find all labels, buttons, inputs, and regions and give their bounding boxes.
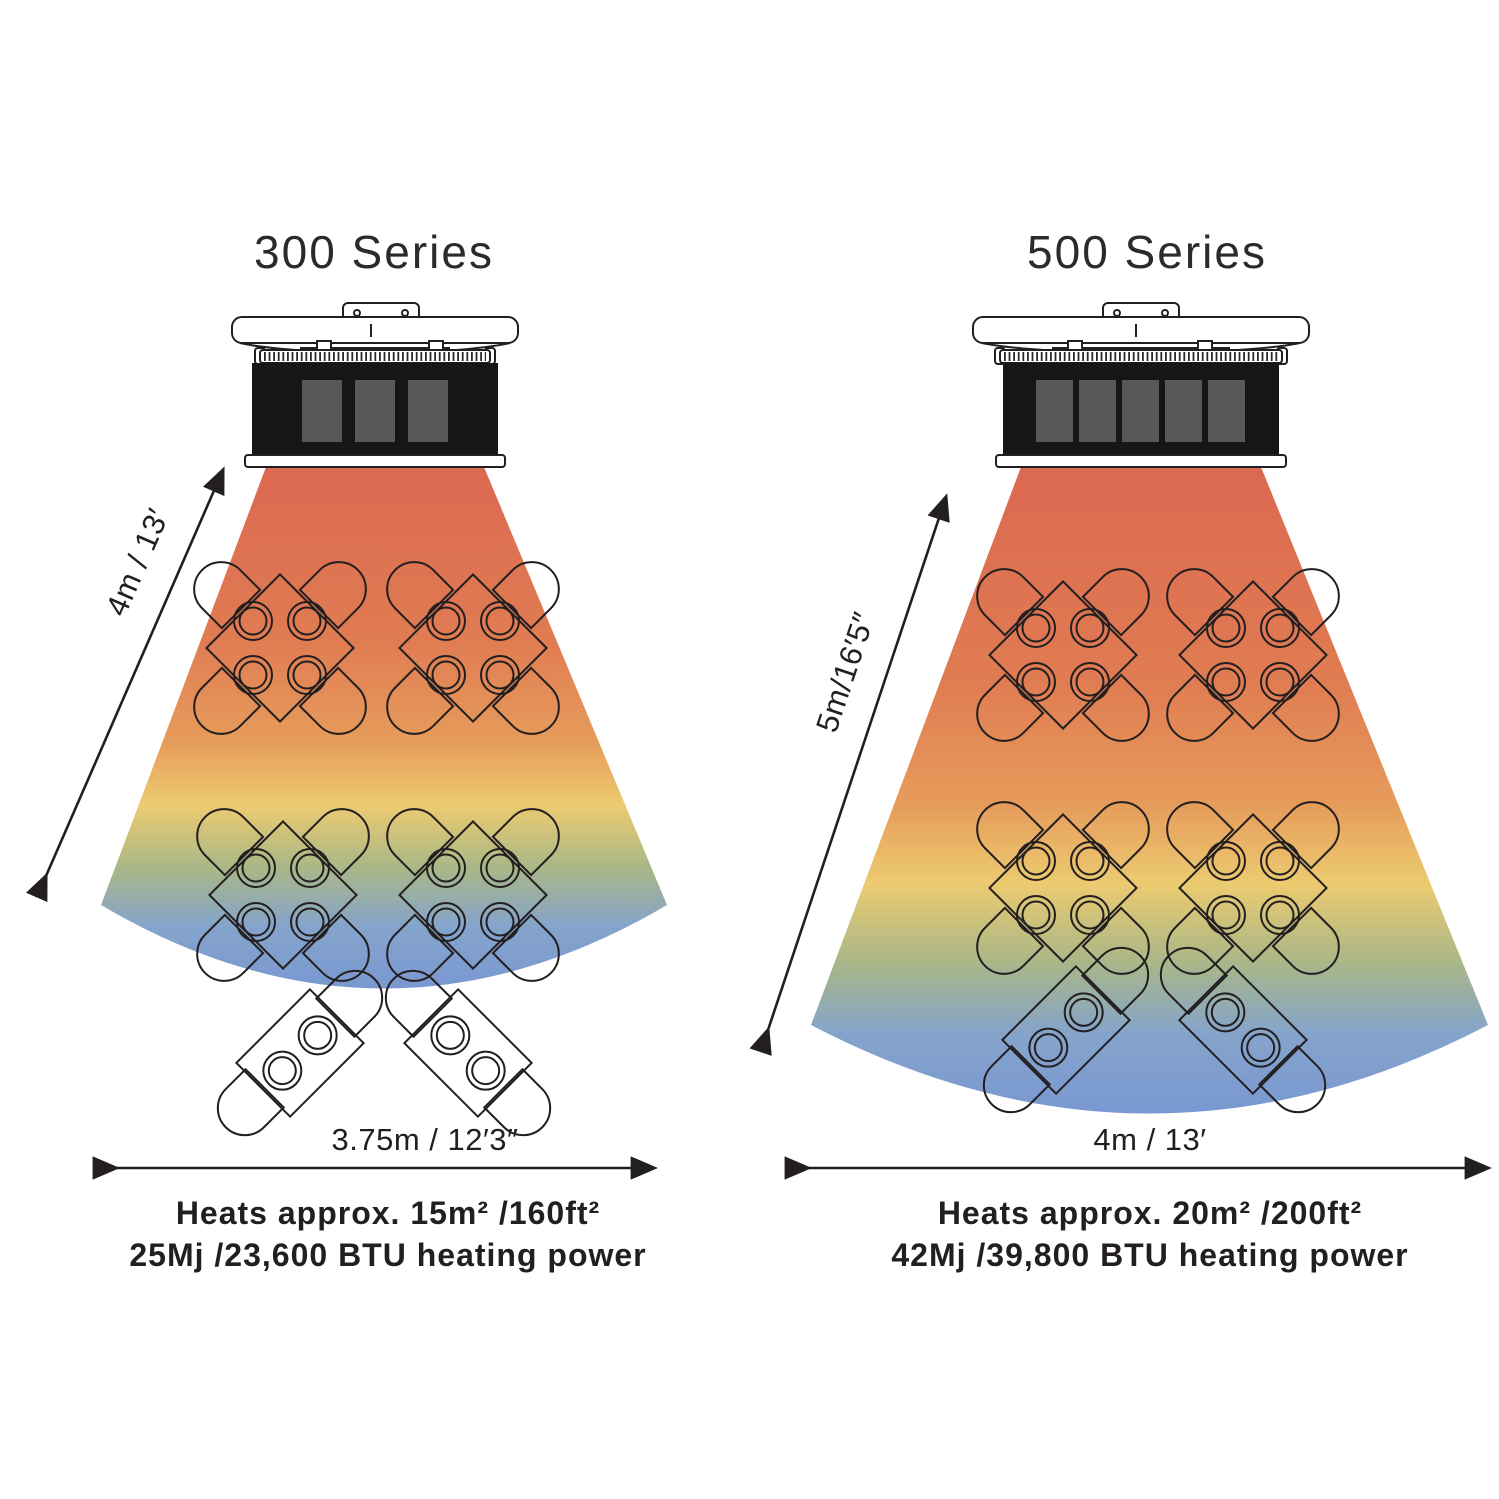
burner-window	[1122, 380, 1159, 442]
coverage-text: Heats approx. 15m² /160ft²	[176, 1195, 600, 1231]
coverage-text: Heats approx. 20m² /200ft²	[938, 1195, 1362, 1231]
burner-ledge	[244, 454, 506, 468]
beam-width-label: 4m / 13′	[1093, 1122, 1206, 1157]
heater-illustration-300	[231, 302, 519, 468]
burner-window	[1165, 380, 1202, 442]
beam-length-label: 5m/16′5″	[809, 608, 882, 737]
beam-length-arrow	[25, 466, 225, 903]
power-text: 25Mj /23,600 BTU heating power	[129, 1237, 646, 1273]
beam-length-arrow	[749, 493, 950, 1056]
burner-window	[355, 380, 395, 442]
burner-window	[1036, 380, 1073, 442]
heater-canopy	[231, 316, 519, 344]
power-text: 42Mj /39,800 BTU heating power	[891, 1237, 1408, 1273]
panel-title-500: 500 Series	[1027, 226, 1267, 278]
burner-ledge	[995, 454, 1287, 468]
burner-window	[302, 380, 342, 442]
panel-500-series: 500 Series	[749, 226, 1492, 1273]
panel-title-300: 300 Series	[254, 226, 494, 278]
beam-width-label: 3.75m / 12′3″	[331, 1122, 518, 1157]
panel-300-series: 300 Series	[25, 226, 667, 1273]
burner-window	[1079, 380, 1116, 442]
burner-window	[408, 380, 448, 442]
heater-canopy	[972, 316, 1310, 344]
burner-window	[1208, 380, 1245, 442]
heater-illustration-500	[972, 302, 1310, 468]
heat-cone-300	[101, 467, 667, 989]
heat-cone-500	[811, 467, 1488, 1114]
